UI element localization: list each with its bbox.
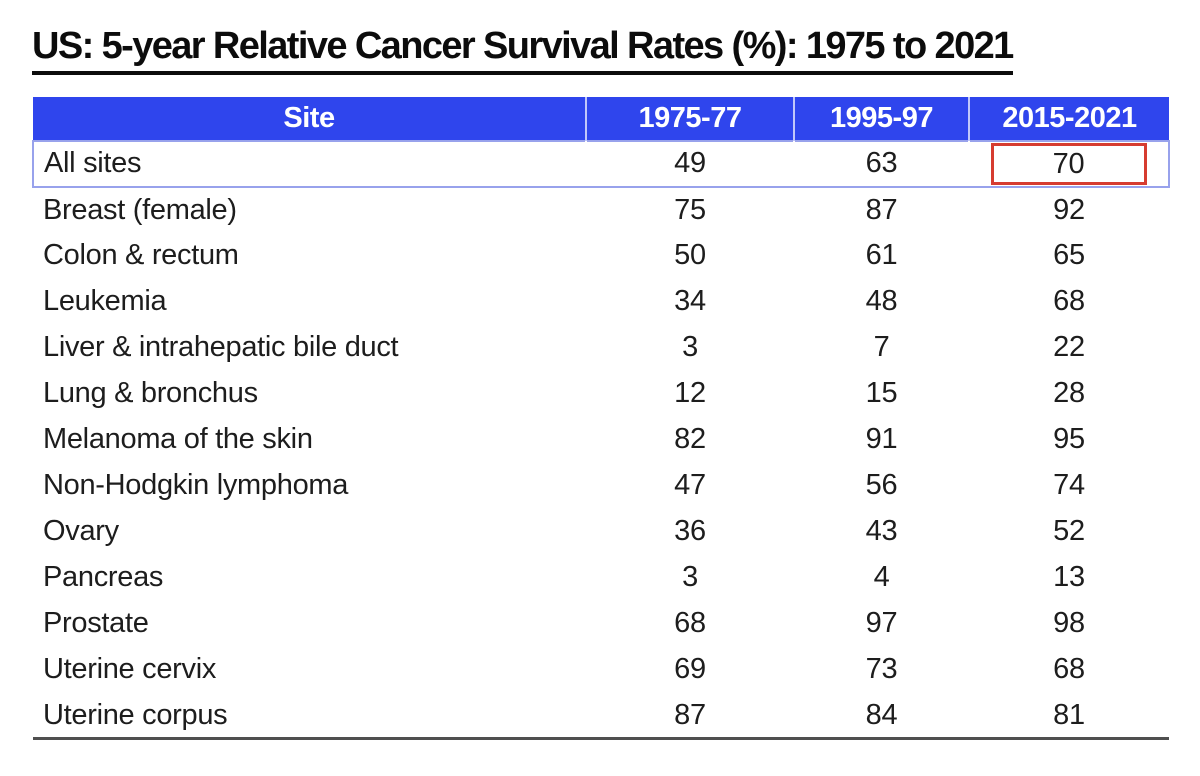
value-cell: 91 [865, 423, 898, 456]
site-cell: All sites [32, 139, 586, 188]
value-cell: 75 [674, 193, 706, 226]
value-cell: 50 [674, 239, 706, 272]
table-row: Uterine corpus 87 84 81 [33, 693, 1169, 739]
table-row: Liver & intrahepatic bile duct 3 7 22 [33, 325, 1169, 371]
value-cell: 98 [1053, 607, 1085, 640]
site-cell: Liver & intrahepatic bile duct [43, 331, 399, 364]
value-cell: 12 [674, 377, 706, 410]
value-cell: 74 [1053, 469, 1085, 502]
value-cell: 49 [586, 139, 794, 188]
value-cell: 65 [1053, 239, 1085, 272]
site-cell: Melanoma of the skin [43, 423, 313, 456]
value-cell: 84 [865, 698, 898, 731]
table-row: Uterine cervix 69 73 68 [33, 647, 1169, 693]
value-cell: 3 [682, 331, 698, 364]
value-cell: 56 [865, 469, 898, 502]
column-header-site: Site [33, 96, 586, 141]
table-row: Leukemia 34 48 68 [33, 279, 1169, 325]
site-cell: Leukemia [43, 285, 167, 318]
site-cell: Non-Hodgkin lymphoma [43, 469, 349, 502]
table-body: All sites 49 63 70 Breast (female) 75 87 92 Colo… [32, 139, 1170, 739]
value-cell: 68 [1053, 653, 1085, 686]
table-row: Non-Hodgkin lymphoma 47 56 74 [33, 463, 1169, 509]
value-cell: 36 [674, 515, 706, 548]
page: US: 5-year Relative Cancer Survival Rate… [32, 24, 1170, 741]
table-row: Melanoma of the skin 82 91 95 [33, 417, 1169, 463]
value-cell: 48 [865, 285, 898, 318]
site-cell: Breast (female) [43, 193, 237, 226]
value-cell: 3 [682, 561, 698, 594]
column-header-1995-97: 1995-97 [793, 96, 969, 141]
value-cell: 87 [865, 193, 898, 226]
table-header-row: Site 1975-77 1995-97 2015-2021 [33, 96, 1169, 141]
table-row: Pancreas 3 4 13 [33, 555, 1169, 601]
value-cell: 7 [873, 331, 890, 364]
value-cell: 4 [873, 561, 890, 594]
value-cell: 61 [865, 239, 898, 272]
value-cell: 95 [1053, 423, 1085, 456]
highlight-box: 70 [990, 142, 1147, 185]
value-cell: 28 [1053, 377, 1085, 410]
page-title: US: 5-year Relative Cancer Survival Rate… [32, 24, 1014, 75]
survival-rates-table: Site 1975-77 1995-97 2015-2021 All sites… [32, 96, 1170, 741]
value-cell: 92 [1053, 193, 1085, 226]
site-cell: Pancreas [43, 561, 164, 594]
value-cell: 87 [674, 698, 706, 731]
site-cell: Colon & rectum [43, 239, 239, 272]
value-cell: 69 [674, 653, 706, 686]
value-cell: 63 [794, 139, 969, 188]
table-row: Ovary 36 43 52 [33, 509, 1169, 555]
table-row: Colon & rectum 50 61 65 [33, 233, 1169, 279]
value-cell: 70 [969, 139, 1170, 188]
value-cell: 68 [1053, 285, 1085, 318]
value-cell: 47 [674, 469, 706, 502]
value-cell: 43 [865, 515, 898, 548]
value-cell: 34 [674, 285, 706, 318]
value-cell: 73 [865, 653, 898, 686]
value-cell: 13 [1053, 561, 1085, 594]
value-cell: 82 [674, 423, 706, 456]
value-cell: 15 [865, 377, 898, 410]
site-cell: Ovary [43, 515, 119, 548]
site-cell: Prostate [43, 607, 149, 640]
site-cell: Lung & bronchus [43, 377, 258, 410]
value-cell: 97 [865, 607, 898, 640]
value-cell: 52 [1053, 515, 1085, 548]
column-header-2015-2021: 2015-2021 [968, 96, 1169, 141]
table-row: Prostate 68 97 98 [33, 601, 1169, 647]
table-row: Lung & bronchus 12 15 28 [33, 371, 1169, 417]
table-row: Breast (female) 75 87 92 [33, 187, 1169, 233]
value-cell: 22 [1053, 331, 1085, 364]
value-cell: 68 [674, 607, 706, 640]
table-row: All sites 49 63 70 [32, 139, 1170, 188]
value-cell: 81 [1053, 698, 1085, 731]
site-cell: Uterine cervix [43, 653, 217, 686]
site-cell: Uterine corpus [43, 698, 228, 731]
column-header-1975-77: 1975-77 [585, 96, 794, 141]
